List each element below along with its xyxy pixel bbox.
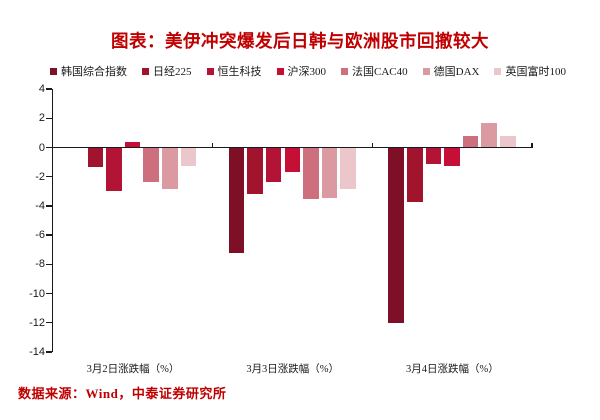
bar-恒生科技-3月2日涨跌幅（%） [106,148,122,191]
legend-item-1: 韩国综合指数 [50,63,127,79]
y-tick-label: -4 [35,199,45,212]
y-tick-mark [46,146,52,149]
y-tick-mark [46,88,52,90]
y-tick-mark [46,117,52,120]
x-axis-zero-line [51,146,533,149]
category-tick-mark [371,143,374,148]
y-tick-label: -14 [29,345,45,358]
x-category-label: 3月4日涨跌幅（%） [406,364,499,375]
legend-swatch-icon [276,67,284,75]
legend-label: 英国富时100 [505,66,566,78]
y-tick-label: -6 [35,229,45,242]
y-tick-mark [46,234,52,236]
legend-label: 德国DAX [433,66,480,78]
bar-恒生科技-3月4日涨跌幅（%） [425,148,442,165]
x-category-label: 3月3日涨跌幅（%） [246,364,340,375]
legend-swatch-icon [494,67,502,75]
bar-沪深300-3月4日涨跌幅（%） [444,148,460,166]
legend-swatch-icon [206,67,214,75]
category-tick-mark [531,143,533,148]
bar-韩国综合指数-3月3日涨跌幅（%） [228,148,245,254]
legend-label: 沪深300 [287,66,327,78]
legend-label: 恒生科技 [217,66,262,78]
legend-item-5: 法国CAC40 [341,63,408,79]
bar-日经225-3月2日涨跌幅（%） [87,148,104,168]
category-tick-mark [211,143,214,148]
bar-英国富时100-3月2日涨跌幅（%） [180,148,197,166]
y-tick-label: -10 [29,287,45,300]
y-tick-label: 2 [38,112,45,125]
bar-法国CAC40-3月4日涨跌幅（%） [462,135,479,148]
bar-沪深300-3月3日涨跌幅（%） [284,148,300,172]
bar-沪深300-3月2日涨跌幅（%） [124,141,141,148]
chart-legend: 韩国综合指数 日经225 恒生科技 沪深300 法国CAC40 德国DAX 英国富时100 [50,63,570,79]
bar-恒生科技-3月3日涨跌幅（%） [265,148,282,182]
bar-日经225-3月4日涨跌幅（%） [407,148,423,203]
legend-swatch-icon [422,67,430,75]
data-source-note: 数据来源：Wind，中泰证券研究所 [18,386,227,401]
bar-德国DAX-3月4日涨跌幅（%） [481,122,497,148]
y-tick-mark [46,321,52,324]
legend-item-6: 德国DAX [422,63,480,79]
y-axis-line [51,89,54,352]
y-tick-mark [46,175,52,178]
bar-法国CAC40-3月2日涨跌幅（%） [143,148,159,182]
x-category-label: 3月2日涨跌幅（%） [86,364,180,375]
y-tick-label: 0 [38,141,45,154]
bar-英国富时100-3月3日涨跌幅（%） [340,148,356,190]
y-tick-label: 4 [38,83,45,96]
legend-item-4: 沪深300 [276,63,327,79]
bar-英国富时100-3月4日涨跌幅（%） [500,135,516,148]
bar-日经225-3月3日涨跌幅（%） [247,148,263,194]
bar-法国CAC40-3月3日涨跌幅（%） [303,148,319,200]
chart-title: 图表：美伊冲突爆发后日韩与欧洲股市回撤较大 [111,31,489,51]
bar-德国DAX-3月3日涨跌幅（%） [321,148,338,198]
legend-swatch-icon [142,67,149,75]
y-tick-label: -8 [35,258,45,271]
legend-label: 法国CAC40 [352,66,408,78]
legend-item-3: 恒生科技 [206,63,262,79]
y-tick-mark [46,292,52,295]
legend-label: 韩国综合指数 [61,66,127,78]
legend-label: 日经225 [153,66,192,78]
legend-swatch-icon [341,67,348,75]
bar-韩国综合指数-3月4日涨跌幅（%） [388,148,404,324]
y-tick-label: -2 [35,170,45,183]
y-tick-mark [46,263,52,266]
legend-swatch-icon [50,67,57,75]
bar-德国DAX-3月2日涨跌幅（%） [162,148,178,190]
legend-item-7: 英国富时100 [494,63,566,79]
legend-item-2: 日经225 [142,63,192,79]
y-tick-mark [46,351,52,353]
y-tick-mark [46,205,52,207]
y-tick-label: -12 [29,316,45,329]
